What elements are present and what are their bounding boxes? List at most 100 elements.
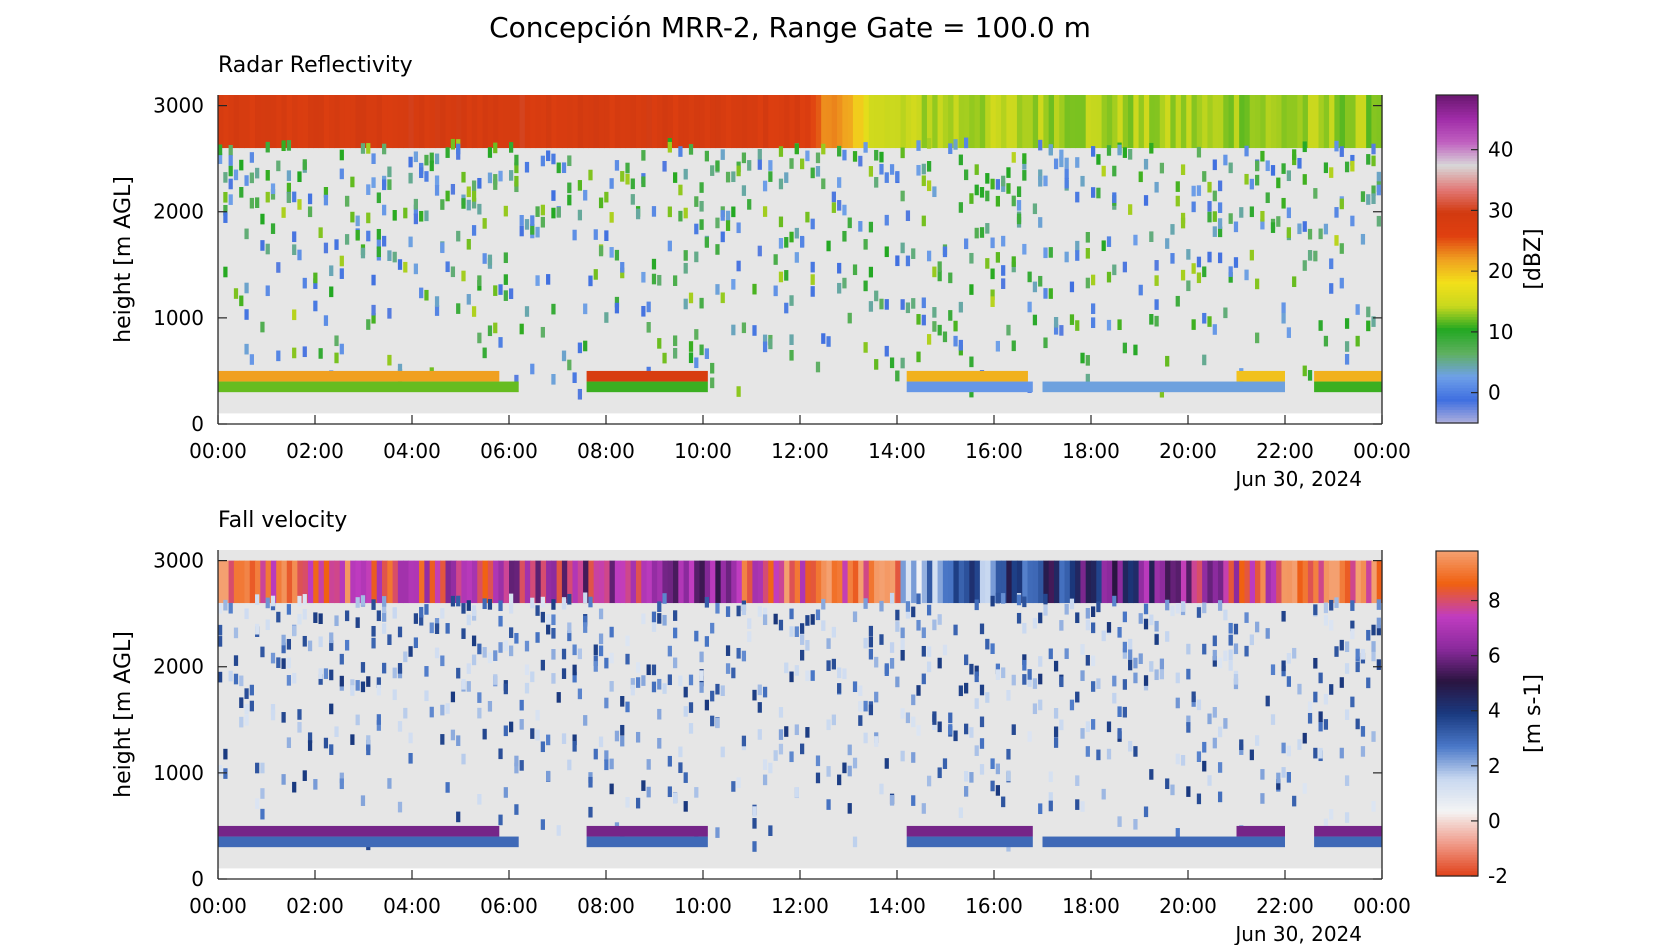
fall-velocity-top-band-cell (1048, 560, 1055, 604)
reflectivity-echo-cell (974, 164, 979, 175)
reflectivity-bright-band-upper-segment (218, 370, 500, 382)
reflectivity-echo-cell (244, 282, 249, 294)
reflectivity-echo-cell (1344, 161, 1350, 173)
fall-velocity-echo-cell (926, 604, 932, 616)
reflectivity-top-band-cell (837, 95, 843, 149)
reflectivity-echo-cell (445, 147, 450, 158)
fall-velocity-echo-cell (249, 700, 254, 712)
reflectivity-top-band-cell (223, 95, 230, 149)
reflectivity-echo-cell (1329, 258, 1334, 270)
reflectivity-echo-cell (583, 340, 588, 352)
fall-velocity-echo-cell (366, 744, 371, 756)
fall-velocity-echo-cell (397, 801, 403, 813)
fall-velocity-top-band-cell (445, 560, 452, 604)
reflectivity-echo-cell (1080, 175, 1085, 187)
reflectivity-top-band-cell (1207, 95, 1214, 149)
fall-velocity-echo-cell (1360, 648, 1366, 660)
reflectivity-echo-cell (572, 229, 577, 241)
fall-velocity-colorbar-step (1436, 567, 1478, 571)
fall-velocity-echo-cell (419, 606, 424, 618)
fall-velocity-echo-cell (1207, 713, 1212, 725)
reflectivity-echo-cell (699, 219, 704, 230)
fall-velocity-echo-cell (461, 678, 466, 690)
reflectivity-echo-cell (1096, 187, 1101, 199)
fall-velocity-echo-cell (1270, 714, 1276, 725)
reflectivity-echo-cell (1260, 218, 1265, 230)
fall-velocity-colorbar-step (1436, 775, 1478, 780)
fall-velocity-top-band-cell (990, 560, 997, 604)
reflectivity-colorbar-step (1436, 289, 1478, 293)
reflectivity-top-band-cell (879, 95, 886, 149)
reflectivity-top-band-cell (329, 95, 335, 149)
fall-velocity-echo-cell (535, 709, 540, 721)
reflectivity-echo-cell (1080, 352, 1085, 364)
fall-velocity-colorbar-step (1436, 805, 1478, 809)
reflectivity-echo-cell (434, 185, 440, 196)
fall-velocity-echo-cell (1038, 656, 1043, 667)
reflectivity-echo-cell (1350, 160, 1355, 172)
reflectivity-echo-cell (371, 304, 376, 316)
fall-velocity-colorbar-step (1436, 713, 1478, 717)
fall-velocity-top-band-cell (1133, 560, 1140, 604)
reflectivity-echo-cell (1112, 264, 1117, 276)
fall-velocity-echo-cell (593, 748, 598, 760)
fall-velocity-echo-cell (233, 673, 239, 685)
fall-velocity-echo-cell (921, 673, 926, 685)
reflectivity-echo-cell (884, 345, 889, 357)
reflectivity-echo-cell (741, 185, 747, 196)
fall-velocity-echo-cell (678, 675, 683, 687)
fall-velocity-top-band-cell (471, 560, 478, 604)
fall-velocity-echo-cell (302, 770, 307, 781)
reflectivity-echo-cell (985, 173, 990, 184)
fall-velocity-top-band-cell (397, 560, 404, 604)
reflectivity-colorbar-step (1436, 242, 1478, 246)
reflectivity-echo-cell (831, 202, 836, 213)
reflectivity-echo-cell (620, 171, 625, 182)
reflectivity-top-band-cell (524, 95, 531, 149)
reflectivity-top-band-cell (1302, 95, 1309, 149)
reflectivity-top-band-cell (323, 95, 330, 149)
reflectivity-top-band-cell (249, 95, 256, 149)
fall-velocity-echo-cell (699, 670, 704, 681)
reflectivity-echo-cell (937, 270, 942, 282)
fall-velocity-echo-cell (323, 737, 329, 749)
fall-velocity-echo-cell (471, 654, 477, 666)
reflectivity-echo-cell (715, 284, 720, 295)
reflectivity-top-band-cell (297, 95, 304, 149)
reflectivity-echo-cell (577, 209, 583, 221)
reflectivity-echo-cell (1075, 320, 1080, 331)
reflectivity-echo-cell (683, 168, 688, 180)
reflectivity-echo-cell (1196, 185, 1202, 196)
fall-velocity-echo-cell (757, 729, 762, 740)
fall-velocity-echo-cell (551, 649, 556, 660)
reflectivity-echo-cell (1307, 228, 1313, 240)
fall-velocity-top-band-cell (1186, 560, 1193, 604)
reflectivity-echo-cell (911, 248, 916, 259)
reflectivity-echo-cell (382, 235, 387, 247)
fall-velocity-echo-cell (609, 652, 614, 664)
reflectivity-colorbar-step (1436, 187, 1478, 192)
fall-velocity-echo-cell (1344, 663, 1350, 674)
fall-velocity-top-band-cell (249, 560, 256, 604)
reflectivity-echo-cell (249, 152, 254, 163)
fall-velocity-top-band-cell (620, 560, 626, 604)
fall-velocity-echo-cell (1011, 724, 1016, 735)
fall-velocity-echo-cell (1366, 677, 1371, 689)
fall-velocity-echo-cell (255, 762, 260, 774)
fall-velocity-echo-cell (604, 759, 609, 771)
reflectivity-top-band-cell (810, 95, 817, 149)
fall-velocity-echo-cell (329, 632, 334, 644)
fall-velocity-echo-cell (503, 683, 508, 695)
fall-velocity-echo-cell (1001, 796, 1006, 808)
reflectivity-x-tick-label: 12:00 (771, 439, 829, 463)
fall-velocity-echo-cell (329, 640, 334, 651)
reflectivity-echo-cell (509, 142, 514, 153)
reflectivity-x-tick-label: 22:00 (1256, 439, 1314, 463)
reflectivity-echo-cell (540, 155, 545, 167)
reflectivity-echo-cell (292, 231, 297, 243)
reflectivity-echo-cell (1106, 271, 1112, 283)
reflectivity-echo-cell (535, 206, 540, 217)
reflectivity-colorbar-step (1436, 379, 1478, 383)
reflectivity-echo-cell (874, 149, 879, 161)
reflectivity-echo-cell (620, 267, 625, 279)
